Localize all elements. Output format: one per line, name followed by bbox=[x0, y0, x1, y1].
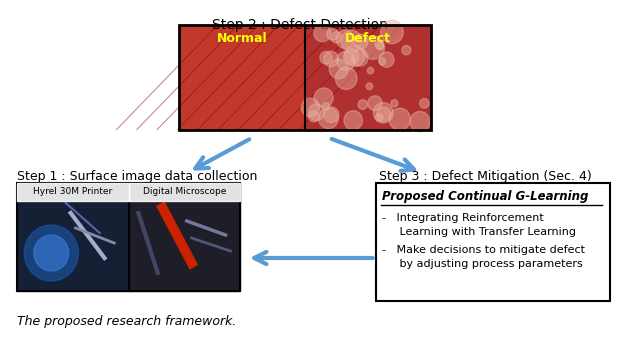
Circle shape bbox=[314, 88, 333, 108]
Circle shape bbox=[367, 67, 374, 74]
Circle shape bbox=[391, 100, 398, 107]
Circle shape bbox=[308, 104, 324, 121]
Bar bbox=[179, 25, 431, 130]
Bar bbox=[17, 183, 129, 291]
Circle shape bbox=[344, 49, 359, 64]
Circle shape bbox=[377, 107, 391, 121]
Circle shape bbox=[379, 58, 385, 65]
Circle shape bbox=[402, 46, 411, 55]
Text: The proposed research framework.: The proposed research framework. bbox=[17, 315, 237, 328]
Circle shape bbox=[319, 108, 339, 129]
Text: -   Integrating Reinforcement: - Integrating Reinforcement bbox=[382, 213, 544, 223]
Circle shape bbox=[34, 235, 68, 271]
Circle shape bbox=[329, 59, 348, 79]
Circle shape bbox=[351, 49, 368, 66]
Text: Step 2 : Defect Detection: Step 2 : Defect Detection bbox=[212, 18, 388, 32]
Circle shape bbox=[376, 114, 383, 121]
Circle shape bbox=[327, 28, 338, 40]
Text: Step 1 : Surface image data collection: Step 1 : Surface image data collection bbox=[17, 170, 258, 183]
Bar bbox=[129, 183, 240, 201]
Circle shape bbox=[308, 111, 319, 122]
Circle shape bbox=[335, 67, 357, 89]
Circle shape bbox=[375, 41, 383, 49]
Circle shape bbox=[368, 96, 382, 111]
Circle shape bbox=[341, 30, 362, 52]
Circle shape bbox=[358, 100, 367, 109]
Text: by adjusting process parameters: by adjusting process parameters bbox=[382, 259, 583, 269]
Circle shape bbox=[337, 51, 355, 70]
Text: Normal: Normal bbox=[217, 32, 268, 46]
Circle shape bbox=[301, 98, 319, 117]
Circle shape bbox=[344, 111, 362, 130]
Text: Hyrel 30M Printer: Hyrel 30M Printer bbox=[33, 188, 113, 197]
Bar bbox=[179, 25, 305, 130]
Circle shape bbox=[336, 30, 354, 48]
Circle shape bbox=[420, 99, 429, 108]
Bar bbox=[17, 183, 129, 201]
Text: Proposed Continual G-Learning: Proposed Continual G-Learning bbox=[382, 190, 589, 203]
Circle shape bbox=[331, 32, 342, 43]
Circle shape bbox=[345, 45, 365, 66]
Text: Learning with Transfer Learning: Learning with Transfer Learning bbox=[382, 227, 576, 237]
Text: -   Make decisions to mitigate defect: - Make decisions to mitigate defect bbox=[382, 245, 586, 255]
Bar bbox=[305, 25, 431, 130]
Text: Defect: Defect bbox=[345, 32, 391, 46]
Bar bbox=[129, 183, 240, 291]
Circle shape bbox=[366, 83, 372, 90]
Circle shape bbox=[380, 52, 394, 67]
Circle shape bbox=[314, 24, 331, 42]
Circle shape bbox=[323, 103, 330, 110]
Circle shape bbox=[381, 20, 403, 44]
Bar bbox=[17, 183, 240, 291]
Circle shape bbox=[410, 111, 430, 132]
Circle shape bbox=[24, 225, 78, 281]
Circle shape bbox=[320, 52, 332, 64]
Text: Digital Microscope: Digital Microscope bbox=[143, 188, 226, 197]
Circle shape bbox=[373, 103, 393, 123]
Text: Step 3 : Defect Mitigation (Sec. 4): Step 3 : Defect Mitigation (Sec. 4) bbox=[380, 170, 592, 183]
Circle shape bbox=[362, 36, 385, 59]
Circle shape bbox=[354, 34, 368, 49]
Circle shape bbox=[377, 43, 384, 50]
Bar bbox=[376, 183, 610, 301]
Circle shape bbox=[389, 108, 410, 130]
Circle shape bbox=[324, 51, 339, 67]
Circle shape bbox=[324, 107, 339, 123]
